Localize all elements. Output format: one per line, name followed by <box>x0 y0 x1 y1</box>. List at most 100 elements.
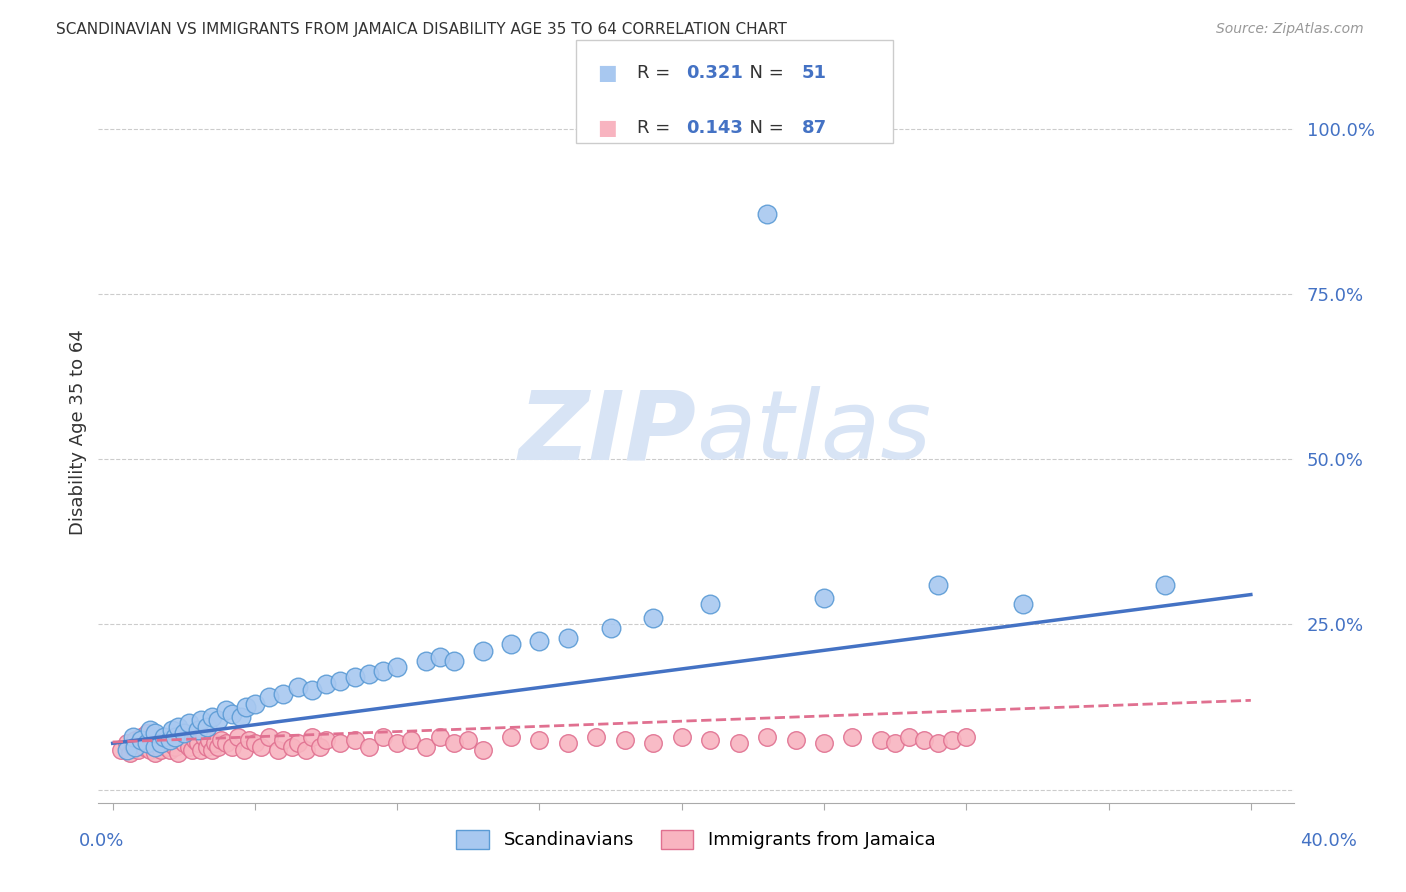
Point <box>135 726 157 740</box>
Point <box>162 723 184 737</box>
Point <box>181 743 204 757</box>
Point <box>165 739 187 754</box>
Point <box>195 739 218 754</box>
Point <box>176 730 198 744</box>
Point <box>129 733 152 747</box>
Text: 0.321: 0.321 <box>686 64 742 82</box>
Point <box>138 743 160 757</box>
Point <box>927 577 949 591</box>
Text: Source: ZipAtlas.com: Source: ZipAtlas.com <box>1216 22 1364 37</box>
Point <box>153 736 176 750</box>
Point <box>529 633 551 648</box>
Text: R =: R = <box>637 119 676 136</box>
Point <box>941 733 963 747</box>
Point <box>143 726 166 740</box>
Point <box>115 736 138 750</box>
Point <box>499 730 522 744</box>
Point <box>153 730 176 744</box>
Point <box>329 673 352 688</box>
Point <box>585 730 607 744</box>
Text: ■: ■ <box>598 118 617 137</box>
Point <box>371 730 394 744</box>
Point <box>127 743 149 757</box>
Point <box>429 730 451 744</box>
Point <box>198 733 221 747</box>
Point <box>385 736 409 750</box>
Text: SCANDINAVIAN VS IMMIGRANTS FROM JAMAICA DISABILITY AGE 35 TO 64 CORRELATION CHAR: SCANDINAVIAN VS IMMIGRANTS FROM JAMAICA … <box>56 22 787 37</box>
Point <box>215 736 238 750</box>
Point <box>429 650 451 665</box>
Point <box>785 733 807 747</box>
Text: 0.0%: 0.0% <box>79 831 124 849</box>
Point <box>643 736 665 750</box>
Text: 40.0%: 40.0% <box>1301 831 1357 849</box>
Point <box>195 720 218 734</box>
Point <box>159 736 181 750</box>
Point <box>357 666 380 681</box>
Point <box>295 743 318 757</box>
Point <box>870 733 893 747</box>
Point <box>201 743 224 757</box>
Point <box>343 670 366 684</box>
Point <box>727 736 749 750</box>
Point <box>153 730 176 744</box>
Point <box>129 736 152 750</box>
Point <box>150 743 173 757</box>
Text: 0.143: 0.143 <box>686 119 742 136</box>
Point <box>207 739 229 754</box>
Point <box>343 733 366 747</box>
Point <box>287 736 309 750</box>
Point <box>281 739 304 754</box>
Point <box>165 730 187 744</box>
Point <box>257 730 280 744</box>
Point <box>201 710 224 724</box>
Point <box>167 720 190 734</box>
Point <box>457 733 479 747</box>
Point <box>179 716 201 731</box>
Point <box>138 723 160 737</box>
Point <box>699 733 721 747</box>
Text: ■: ■ <box>598 63 617 83</box>
Point <box>955 730 977 744</box>
Point <box>1154 577 1177 591</box>
Point <box>927 736 949 750</box>
Point <box>159 743 181 757</box>
Text: N =: N = <box>738 119 790 136</box>
Point <box>273 687 295 701</box>
Point <box>129 730 152 744</box>
Legend: Scandinavians, Immigrants from Jamaica: Scandinavians, Immigrants from Jamaica <box>450 823 942 856</box>
Text: R =: R = <box>637 64 676 82</box>
Text: 51: 51 <box>801 64 827 82</box>
Text: atlas: atlas <box>696 386 931 479</box>
Point <box>204 736 226 750</box>
Point <box>1012 598 1035 612</box>
Point <box>235 700 257 714</box>
Point <box>599 621 621 635</box>
Point <box>249 739 271 754</box>
Point <box>301 730 323 744</box>
Text: 87: 87 <box>801 119 827 136</box>
Point <box>415 739 437 754</box>
Point <box>401 733 423 747</box>
Point <box>141 736 163 750</box>
Point <box>267 743 290 757</box>
Point <box>699 598 721 612</box>
Point <box>135 733 157 747</box>
Point <box>443 736 465 750</box>
Point <box>135 736 157 750</box>
Point <box>159 733 181 747</box>
Point <box>143 739 166 754</box>
Point <box>229 710 252 724</box>
Point <box>167 746 190 760</box>
Point <box>232 743 254 757</box>
Point <box>415 654 437 668</box>
Point <box>443 654 465 668</box>
Point <box>613 733 636 747</box>
Point <box>273 733 295 747</box>
Point <box>315 677 337 691</box>
Point <box>184 733 207 747</box>
Point <box>173 736 195 750</box>
Y-axis label: Disability Age 35 to 64: Disability Age 35 to 64 <box>69 330 87 535</box>
Point <box>557 736 579 750</box>
Point <box>357 739 380 754</box>
